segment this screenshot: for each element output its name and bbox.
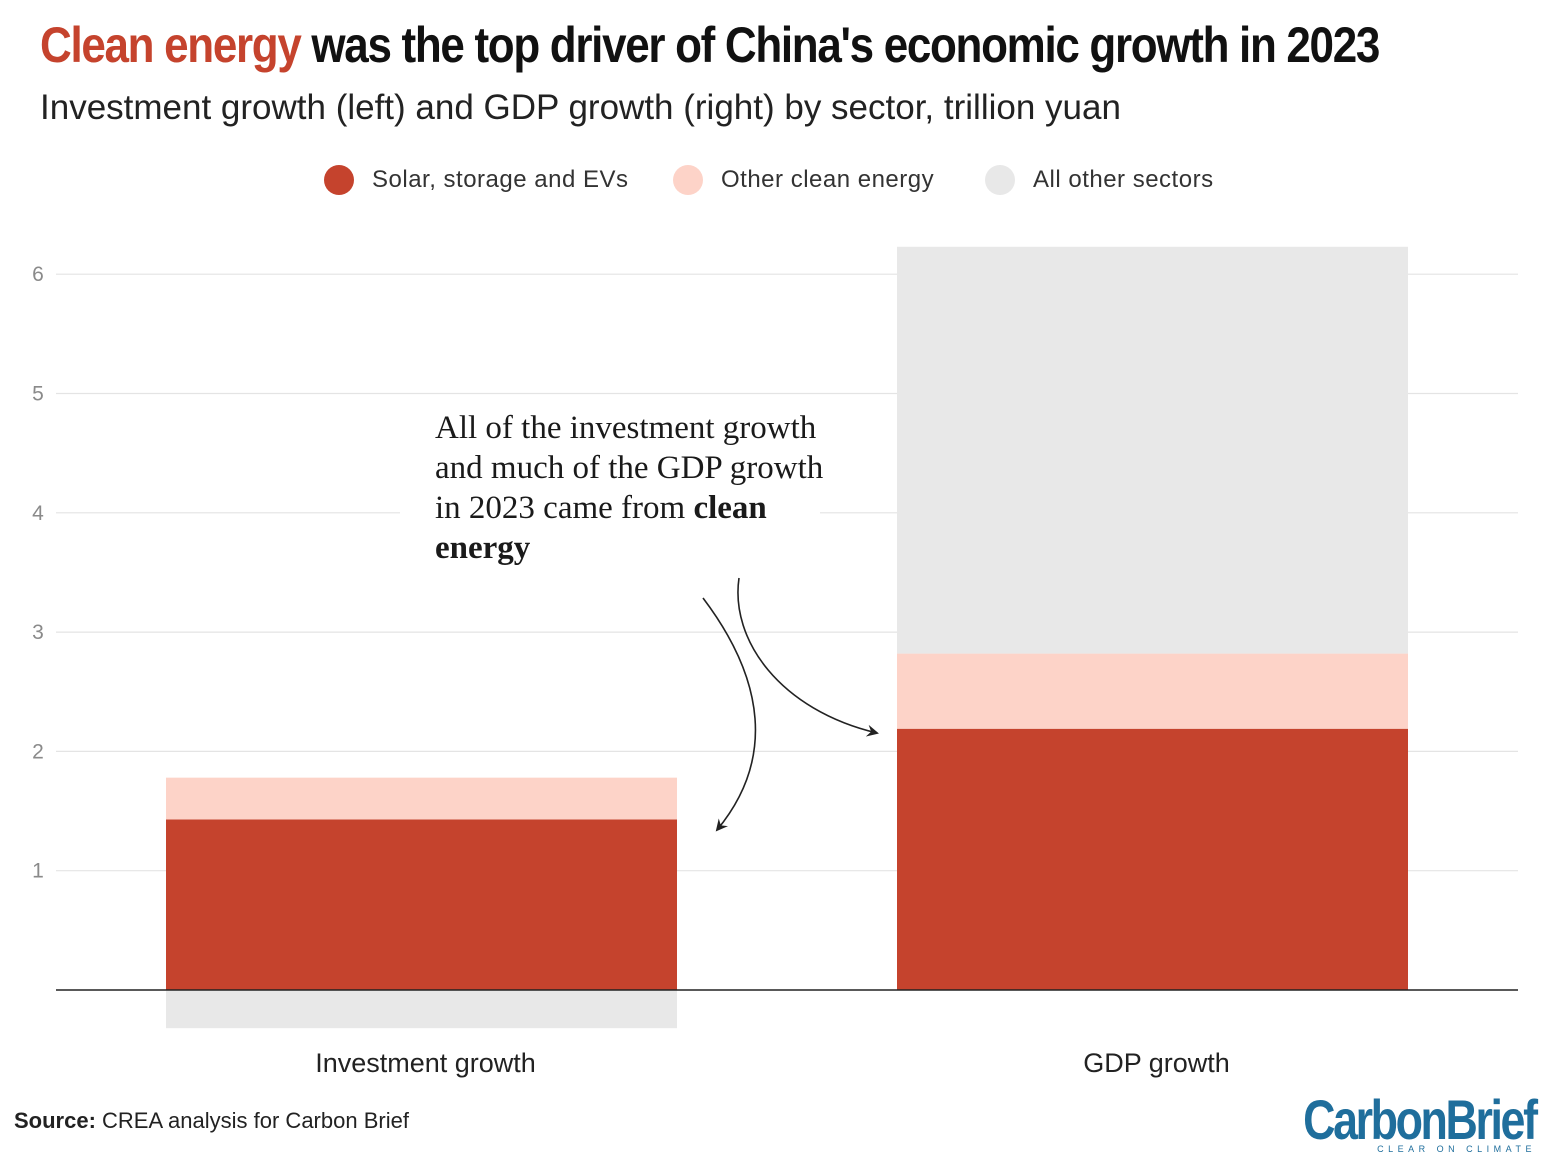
x-category-label: Investment growth: [315, 1048, 536, 1078]
bar-segment: [166, 819, 677, 990]
legend-swatch-solar: [324, 165, 354, 195]
logo-wordmark: CarbonBrief: [1303, 1088, 1539, 1151]
y-tick-label: 3: [32, 621, 44, 644]
axis-layer: 1 2 3 4 5 6 Investment growth GDP growth: [32, 263, 1518, 1078]
legend-item-all-other: All other sectors: [985, 160, 1214, 200]
bar-segment: [166, 990, 677, 1029]
annotation-strong: clean energy: [435, 490, 767, 566]
title-rest: was the top driver of China's economic g…: [300, 17, 1380, 73]
legend-swatch-other-clean: [673, 165, 703, 195]
legend-item-other-clean: Other clean energy: [673, 160, 934, 200]
bar-layer: [166, 246, 1408, 1029]
bar-segment: [897, 653, 1408, 729]
source-label: Source:: [14, 1108, 96, 1133]
source-text: CREA analysis for Carbon Brief: [95, 1108, 409, 1133]
annotation-text: All of the investment growth and much of…: [435, 410, 824, 526]
y-tick-label: 5: [32, 383, 44, 406]
chart-title: Clean energy was the top driver of China…: [40, 16, 1380, 74]
title-highlight: Clean energy: [40, 17, 302, 73]
chart-subtitle: Investment growth (left) and GDP growth …: [40, 88, 1121, 127]
chart-legend: Solar, storage and EVs Other clean energ…: [0, 160, 1550, 200]
y-tick-label: 1: [32, 860, 44, 883]
carbon-brief-logo: CarbonBrief CLEAR ON CLIMATE: [1245, 1088, 1539, 1155]
y-tick-label: 2: [32, 740, 44, 763]
arrow-to-investment: [702, 597, 757, 832]
bar-segment: [166, 777, 677, 820]
y-tick-label: 6: [32, 263, 44, 286]
legend-swatch-all-other: [985, 165, 1015, 195]
logo-tagline: CLEAR ON CLIMATE: [1377, 1144, 1536, 1154]
source-note: Source: CREA analysis for Carbon Brief: [14, 1108, 409, 1134]
annotation-backdrop: [400, 500, 820, 530]
legend-item-solar: Solar, storage and EVs: [324, 160, 628, 200]
legend-label-all-other: All other sectors: [1033, 166, 1214, 193]
chart-annotation: All of the investment growth and much of…: [435, 408, 855, 568]
bar-segment: [897, 246, 1408, 654]
annotation-arrows: [702, 577, 879, 832]
x-category-label: GDP growth: [1083, 1048, 1230, 1078]
arrow-to-gdp: [737, 577, 879, 737]
legend-label-other-clean: Other clean energy: [721, 166, 935, 193]
bar-segment: [897, 728, 1408, 990]
legend-label-solar: Solar, storage and EVs: [372, 166, 629, 193]
y-tick-label: 4: [32, 502, 44, 525]
